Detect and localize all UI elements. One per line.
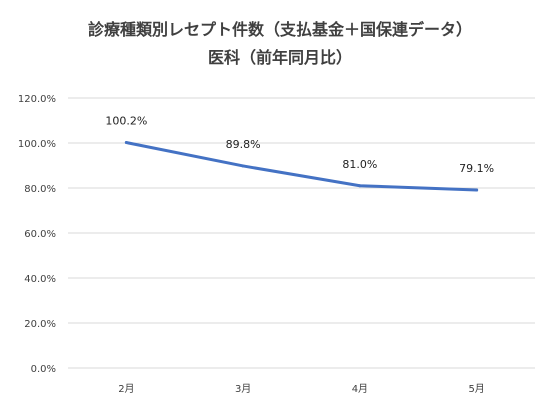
data-label: 79.1% xyxy=(459,162,494,175)
x-tick-label: 5月 xyxy=(468,383,484,395)
y-tick-label: 60.0% xyxy=(24,229,56,240)
data-label: 100.2% xyxy=(105,115,147,128)
gridlines xyxy=(68,97,535,369)
x-tick-label: 2月 xyxy=(118,383,134,395)
chart-title: 診療種類別レセプト件数（支払基金＋国保連データ） xyxy=(87,20,472,39)
data-point xyxy=(241,164,245,168)
data-point xyxy=(475,188,479,192)
x-axis-ticks: 2月 3月 4月 5月 xyxy=(118,383,485,395)
y-tick-label: 80.0% xyxy=(24,184,56,195)
series-line xyxy=(124,141,479,192)
y-axis-ticks: 0.0% 20.0% 40.0% 60.0% 80.0% 100.0% 120.0% xyxy=(18,94,56,375)
y-tick-label: 0.0% xyxy=(31,364,56,375)
y-tick-label: 40.0% xyxy=(24,274,56,285)
y-tick-label: 100.0% xyxy=(18,139,56,150)
series xyxy=(124,141,479,192)
data-labels: 100.2% 89.8% 81.0% 79.1% xyxy=(105,115,494,175)
x-tick-label: 4月 xyxy=(352,383,368,395)
x-tick-label: 3月 xyxy=(235,383,251,395)
y-tick-label: 20.0% xyxy=(24,319,56,330)
chart-subtitle: 医科（前年同月比） xyxy=(207,48,352,67)
data-point xyxy=(358,184,362,188)
y-tick-label: 120.0% xyxy=(18,94,56,105)
data-point xyxy=(124,141,128,145)
data-label: 81.0% xyxy=(342,158,377,171)
data-label: 89.8% xyxy=(226,138,261,151)
